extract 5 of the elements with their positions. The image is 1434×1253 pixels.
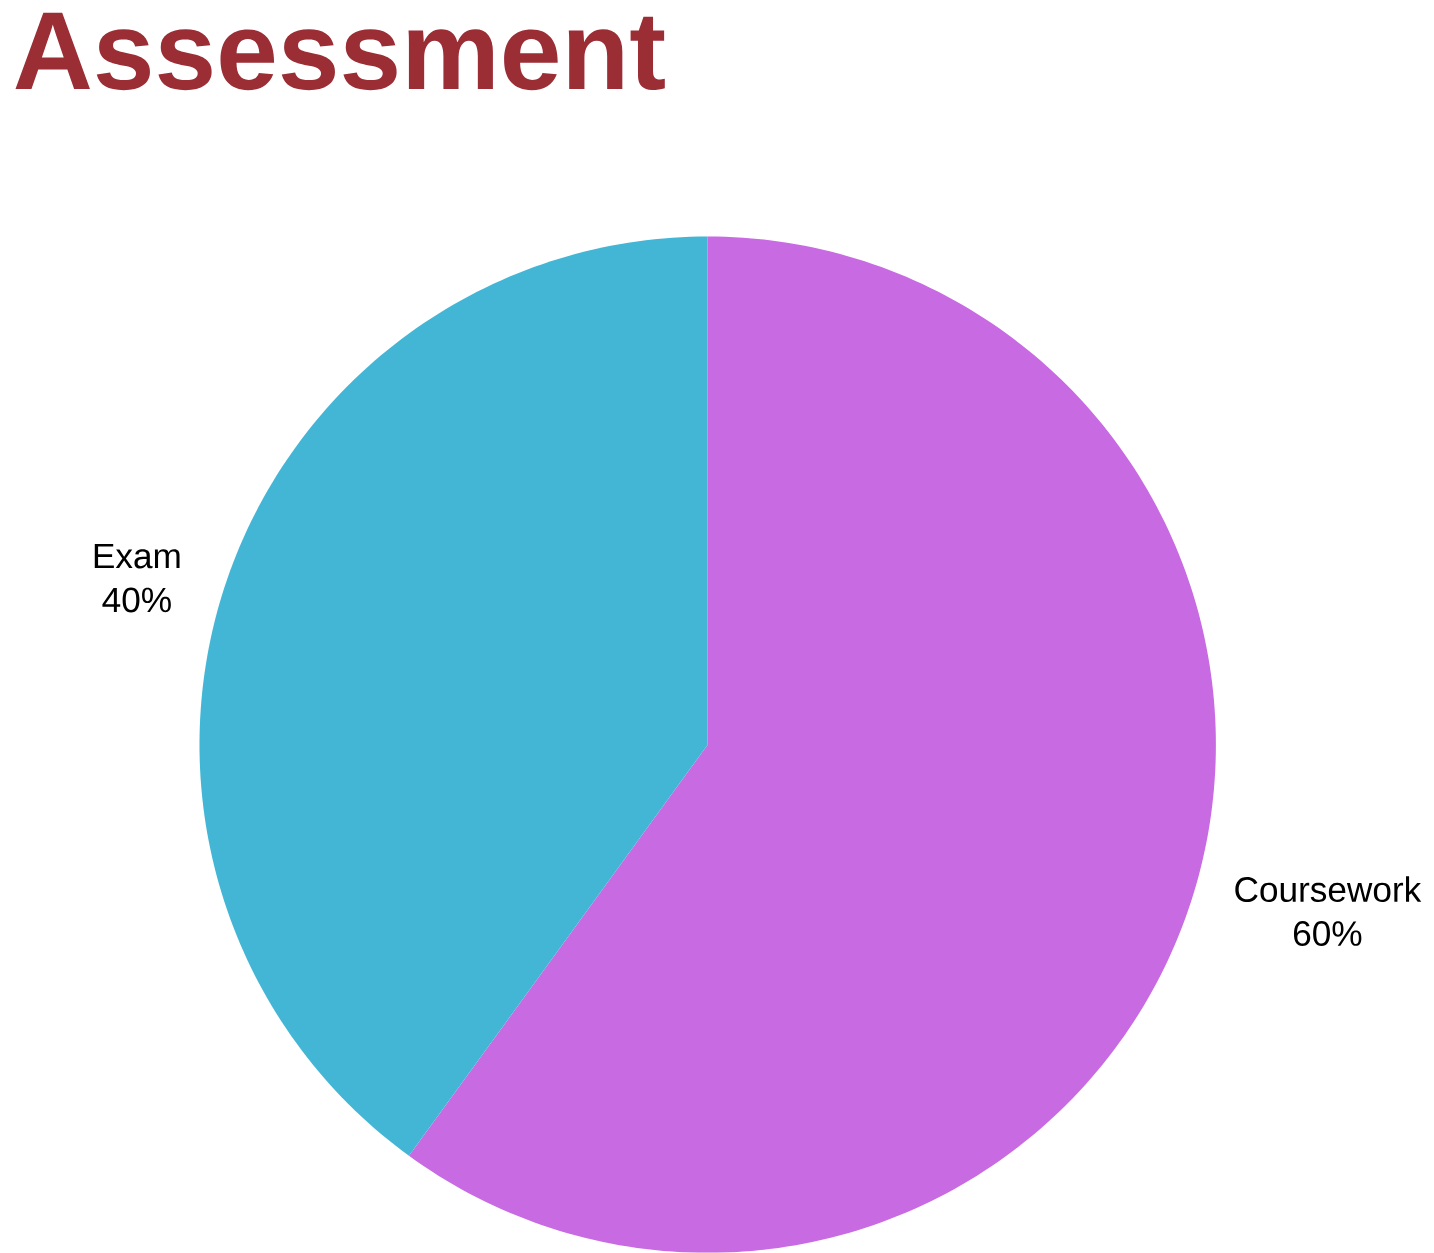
- slice-label: Coursework: [1235, 876, 1422, 903]
- chart-title: Assessment: [15, 12, 665, 91]
- slice-label: Exam: [94, 543, 180, 569]
- data-label: 60%: [1293, 921, 1362, 947]
- data-label: 40%: [102, 587, 171, 613]
